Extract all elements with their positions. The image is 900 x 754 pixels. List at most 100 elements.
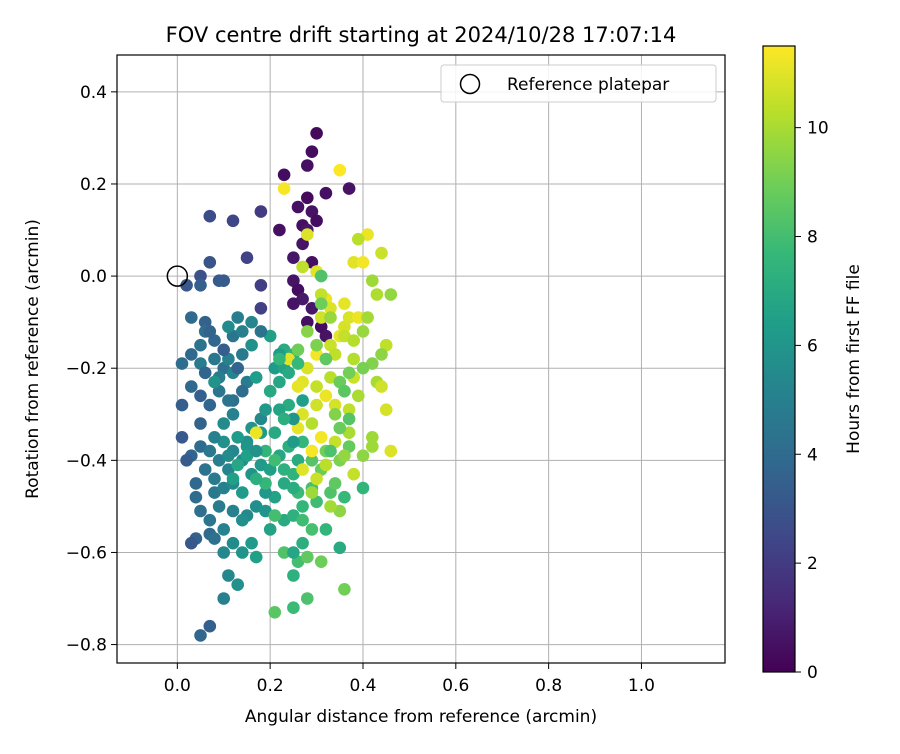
data-point — [194, 504, 207, 518]
data-point — [314, 297, 328, 311]
data-point — [203, 325, 217, 338]
data-point — [356, 449, 370, 463]
data-point — [254, 205, 268, 218]
data-point — [273, 223, 286, 237]
colorbar-tick-label: 2 — [807, 554, 818, 574]
data-point — [203, 444, 217, 458]
data-point — [194, 279, 207, 292]
data-point — [287, 601, 300, 614]
data-point — [287, 546, 300, 559]
data-point — [338, 449, 351, 463]
data-point — [305, 145, 319, 158]
data-point — [301, 325, 314, 338]
data-point — [194, 440, 207, 453]
data-point — [314, 555, 328, 568]
data-point — [301, 228, 314, 241]
data-point — [222, 463, 235, 476]
data-point — [226, 504, 240, 518]
data-point — [282, 366, 296, 380]
data-point — [310, 472, 323, 486]
data-point — [384, 444, 398, 458]
data-point — [333, 163, 347, 177]
data-point — [185, 536, 198, 550]
data-point — [338, 297, 351, 311]
colorbar-tick-label: 8 — [807, 228, 818, 248]
colorbar: 0 2 4 6 8 10 Hours from first FF file — [762, 45, 864, 683]
data-point — [268, 509, 282, 522]
data-point — [254, 458, 268, 472]
data-point — [338, 329, 351, 343]
data-point — [314, 288, 328, 301]
data-point — [249, 500, 263, 513]
data-point — [249, 371, 263, 384]
data-point — [277, 168, 291, 182]
data-point — [198, 463, 212, 476]
data-point — [185, 380, 198, 393]
data-points — [175, 127, 398, 642]
data-point — [203, 209, 217, 223]
data-point — [305, 444, 319, 458]
data-point — [180, 454, 193, 467]
y-tick-label: −0.8 — [66, 636, 107, 656]
data-point — [277, 477, 291, 490]
data-point — [333, 504, 347, 518]
data-point — [217, 343, 230, 357]
data-point — [319, 523, 333, 536]
data-point — [296, 463, 309, 476]
data-point — [324, 371, 337, 384]
data-point — [263, 384, 277, 398]
data-point — [310, 338, 323, 352]
data-point — [245, 338, 258, 352]
reference-platepar-marker — [166, 265, 189, 287]
data-point — [208, 375, 221, 389]
data-point — [352, 311, 365, 324]
data-point — [296, 394, 309, 407]
data-point — [370, 288, 384, 301]
data-point — [273, 375, 286, 389]
data-point — [226, 536, 240, 550]
data-point — [338, 490, 351, 504]
data-point — [222, 320, 235, 334]
y-tick-label: 0.4 — [80, 83, 107, 103]
data-point — [240, 251, 254, 264]
data-point — [384, 288, 398, 301]
data-point — [310, 398, 323, 412]
colorbar-tick-label: 10 — [807, 119, 829, 139]
data-point — [314, 311, 328, 324]
data-point — [208, 472, 221, 486]
data-point — [254, 325, 268, 338]
data-point — [277, 182, 291, 195]
data-point — [305, 417, 319, 430]
colorbar-tick-label: 4 — [807, 445, 818, 465]
data-point — [296, 435, 309, 449]
data-point — [310, 380, 323, 393]
data-point — [287, 412, 300, 426]
data-point — [342, 311, 356, 324]
plot-area-frame — [116, 54, 726, 664]
data-point — [231, 311, 244, 324]
data-point — [379, 403, 393, 417]
legend-entry-label: Reference platepar — [507, 75, 669, 95]
data-point — [314, 269, 328, 283]
data-point — [268, 490, 282, 504]
data-point — [236, 546, 249, 559]
data-point — [366, 274, 379, 288]
y-tick-label: 0.0 — [80, 267, 107, 287]
data-point — [203, 619, 217, 633]
data-point — [305, 486, 319, 499]
data-point — [217, 523, 230, 536]
data-point — [305, 523, 319, 536]
data-point — [189, 490, 203, 504]
data-point — [254, 302, 268, 315]
data-point — [212, 500, 226, 513]
data-point — [352, 389, 365, 403]
data-point — [324, 444, 337, 458]
legend-box — [440, 64, 717, 103]
data-point — [310, 214, 323, 228]
data-point — [301, 592, 314, 605]
data-point — [203, 255, 217, 269]
data-point — [236, 384, 249, 398]
data-point — [301, 315, 314, 329]
